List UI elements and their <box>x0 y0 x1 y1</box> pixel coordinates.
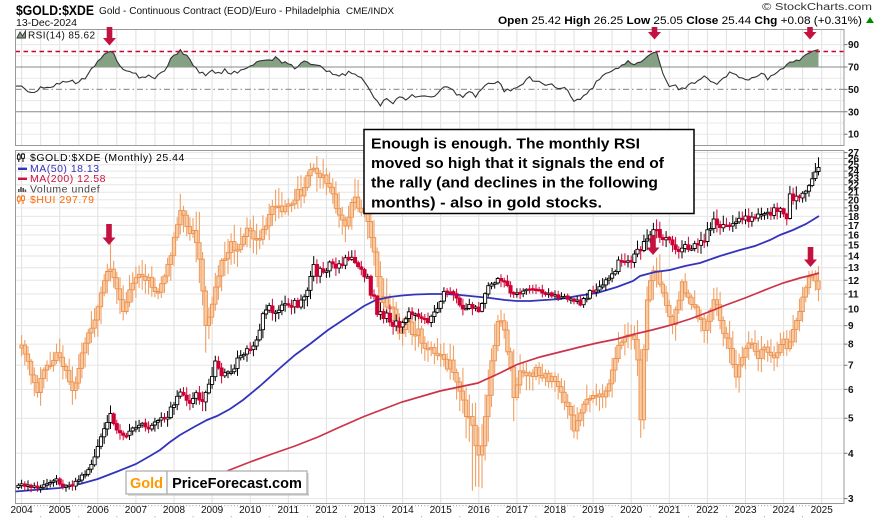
svg-text:2014: 2014 <box>391 505 414 516</box>
svg-text:6: 6 <box>848 385 854 396</box>
svg-text:25: 25 <box>848 160 860 171</box>
svg-text:Open 25.42 High 26.25 Low 25.0: Open 25.42 High 26.25 Low 25.05 Close 25… <box>498 15 862 27</box>
svg-text:70: 70 <box>848 63 860 74</box>
svg-text:$GOLD:$XDE (Monthly) 25.44: $GOLD:$XDE (Monthly) 25.44 <box>30 152 185 164</box>
svg-text:3: 3 <box>848 494 854 505</box>
svg-text:19: 19 <box>848 203 860 214</box>
svg-text:months) - also in gold stocks.: months) - also in gold stocks. <box>371 194 602 211</box>
svg-text:10: 10 <box>848 130 860 141</box>
svg-text:26: 26 <box>848 154 860 165</box>
svg-text:13-Dec-2024: 13-Dec-2024 <box>16 18 77 29</box>
svg-text:13: 13 <box>848 263 860 274</box>
svg-text:2013: 2013 <box>353 505 376 516</box>
svg-text:2016: 2016 <box>468 505 491 516</box>
svg-text:2015: 2015 <box>430 505 453 516</box>
svg-text:2008: 2008 <box>163 505 186 516</box>
svg-text:2006: 2006 <box>87 505 110 516</box>
svg-text:2021: 2021 <box>658 505 681 516</box>
svg-text:21: 21 <box>848 188 860 199</box>
svg-text:PriceForecast.com: PriceForecast.com <box>172 476 302 492</box>
svg-text:23: 23 <box>848 173 860 184</box>
svg-text:2020: 2020 <box>620 505 643 516</box>
svg-text:9: 9 <box>848 321 854 332</box>
svg-text:Gold: Gold <box>130 476 163 492</box>
svg-text:24: 24 <box>848 167 860 178</box>
svg-text:11: 11 <box>848 289 859 300</box>
svg-text:5: 5 <box>848 414 854 425</box>
svg-text:moved so high that it signals: moved so high that it signals the end of <box>371 155 665 172</box>
svg-text:Volume undef: Volume undef <box>30 184 100 196</box>
svg-text:90: 90 <box>848 40 860 51</box>
svg-text:4: 4 <box>848 449 854 460</box>
svg-text:27: 27 <box>848 148 860 159</box>
svg-text:15: 15 <box>848 241 860 252</box>
svg-text:2022: 2022 <box>696 505 719 516</box>
svg-text:2019: 2019 <box>582 505 605 516</box>
svg-text:CME/INDX: CME/INDX <box>346 6 394 16</box>
svg-text:MA(50) 18.13: MA(50) 18.13 <box>30 163 100 175</box>
svg-text:18: 18 <box>848 212 860 223</box>
svg-text:22: 22 <box>848 180 860 191</box>
svg-text:2004: 2004 <box>10 505 33 516</box>
svg-text:2009: 2009 <box>201 505 224 516</box>
svg-text:Gold - Continuous Contract (EO: Gold - Continuous Contract (EOD)/Euro - … <box>99 5 340 17</box>
svg-text:$GOLD:$XDE: $GOLD:$XDE <box>16 3 94 18</box>
svg-text:2012: 2012 <box>315 505 338 516</box>
svg-text:2024: 2024 <box>772 505 795 516</box>
svg-text:10: 10 <box>848 305 860 316</box>
svg-text:2005: 2005 <box>49 505 72 516</box>
svg-text:MA(200) 12.58: MA(200) 12.58 <box>30 173 106 185</box>
svg-text:17: 17 <box>848 221 860 232</box>
svg-text:© StockCharts.com: © StockCharts.com <box>762 2 872 13</box>
svg-text:50: 50 <box>848 85 860 96</box>
svg-text:2025: 2025 <box>811 505 834 516</box>
svg-text:2010: 2010 <box>239 505 262 516</box>
svg-text:2023: 2023 <box>734 505 757 516</box>
svg-text:30: 30 <box>848 107 860 118</box>
svg-text:8: 8 <box>848 340 854 351</box>
svg-text:16: 16 <box>848 230 860 241</box>
svg-text:2017: 2017 <box>506 505 529 516</box>
svg-text:2007: 2007 <box>125 505 148 516</box>
svg-text:2018: 2018 <box>544 505 567 516</box>
svg-text:7: 7 <box>848 361 854 372</box>
svg-text:RSI(14) 85.62: RSI(14) 85.62 <box>28 31 95 42</box>
svg-text:Enough is enough. The monthly: Enough is enough. The monthly RSI <box>371 136 640 153</box>
svg-text:12: 12 <box>848 276 860 287</box>
svg-text:the rally (and declines in the: the rally (and declines in the following <box>371 175 658 192</box>
svg-text:20: 20 <box>848 195 860 206</box>
svg-text:$HUI 297.79: $HUI 297.79 <box>30 194 94 206</box>
svg-text:14: 14 <box>848 252 860 263</box>
svg-text:2011: 2011 <box>278 505 300 516</box>
